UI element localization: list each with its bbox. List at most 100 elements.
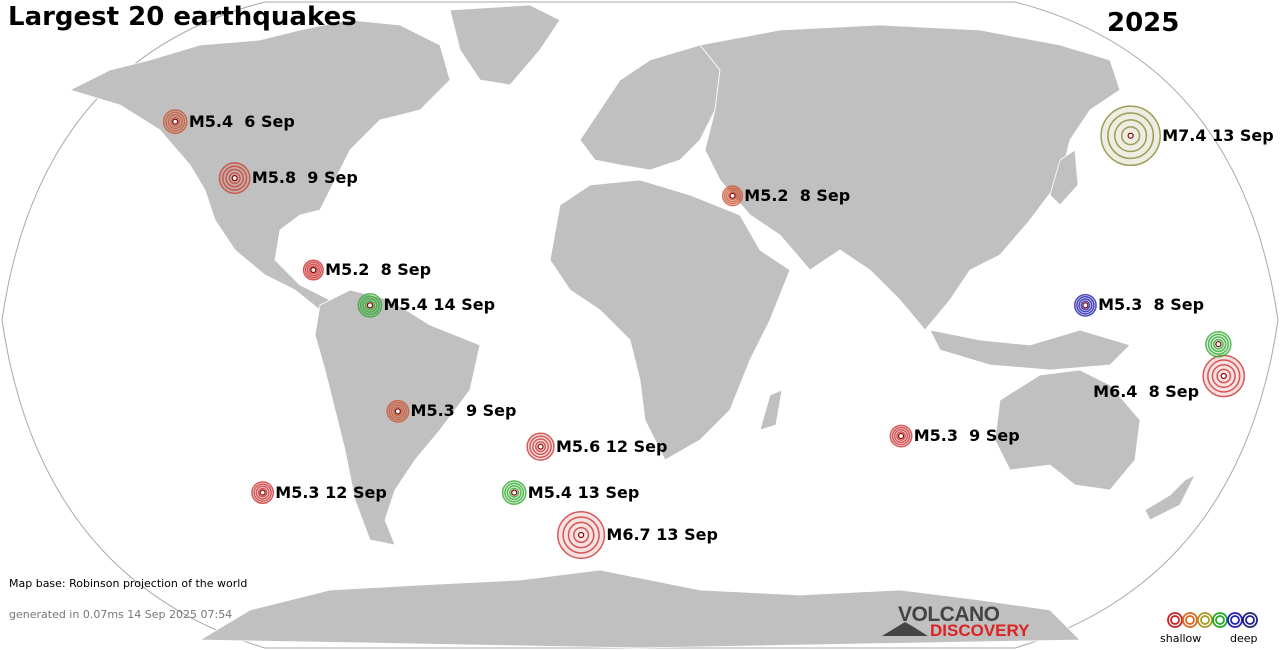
epicenter-dot — [511, 489, 518, 496]
marker-ring — [170, 116, 181, 127]
epicenter-dot — [729, 192, 736, 199]
marker-ring — [1120, 126, 1141, 146]
legend-deep-label: deep — [1230, 632, 1258, 645]
asia-shape — [699, 24, 1121, 331]
marker-ring — [253, 483, 272, 502]
marker-ring — [896, 431, 906, 441]
epicenter-dot — [172, 118, 179, 125]
marker-ring — [529, 435, 552, 458]
map-note: Map base: Robinson projection of the wor… — [9, 577, 248, 590]
marker-ring — [222, 165, 248, 191]
earthquake-marker[interactable] — [386, 399, 410, 423]
legend-ring — [1227, 612, 1243, 628]
marker-ring — [534, 441, 547, 453]
earthquake-label: M5.4 6 Sep — [188, 111, 295, 131]
antarctica-shape — [198, 569, 1081, 649]
marker-ring — [1076, 296, 1095, 315]
earthquake-label: M6.7 13 Sep — [606, 525, 718, 544]
depth-legend — [1167, 612, 1258, 628]
epicenter-dot — [1127, 132, 1134, 139]
legend-ring — [1182, 612, 1198, 628]
landmasses — [68, 4, 1196, 649]
earthquake-marker[interactable] — [1073, 293, 1097, 317]
marker-ring — [1207, 333, 1229, 355]
marker-ring — [362, 297, 378, 313]
epicenter-dot — [897, 432, 905, 440]
marker-ring — [504, 482, 525, 503]
marker-ring — [723, 187, 742, 205]
legend-ring — [1212, 612, 1228, 628]
earthquake-marker[interactable] — [1205, 330, 1232, 358]
epicenter-dot — [310, 266, 317, 274]
earthquake-marker[interactable] — [251, 481, 275, 505]
earthquake-marker[interactable] — [501, 480, 527, 505]
epicenter-dot — [394, 408, 401, 415]
earthquake-label: M5.3 12 Sep — [275, 482, 387, 502]
indonesia-shape — [929, 329, 1131, 371]
legend-ring — [1185, 615, 1195, 625]
new-zealand-shape — [1144, 474, 1196, 521]
marker-ring — [727, 191, 738, 201]
marker-ring — [1216, 368, 1232, 384]
marker-ring — [364, 300, 376, 311]
marker-ring — [1107, 112, 1155, 160]
legend-ring — [1167, 612, 1183, 628]
marker-ring — [360, 295, 380, 316]
earthquake-markers — [162, 105, 1246, 560]
marker-ring — [228, 172, 241, 185]
marker-ring — [1207, 359, 1241, 393]
epicenter-dot — [1220, 372, 1227, 380]
legend-ring — [1170, 615, 1180, 625]
marker-ring — [1080, 300, 1091, 311]
marker-ring — [562, 516, 600, 554]
marker-ring — [1212, 338, 1224, 350]
volcano-discovery-logo[interactable]: VOLCANO DISCOVERY — [880, 603, 1040, 643]
legend-ring — [1230, 615, 1240, 625]
logo-line1: VOLCANO — [898, 603, 1000, 626]
epicenter-dot — [537, 443, 544, 450]
marker-ring — [1114, 119, 1148, 153]
earthquake-marker[interactable] — [526, 432, 555, 461]
legend-ring — [1200, 615, 1210, 625]
australia-shape — [994, 369, 1141, 491]
epicenter-dot — [259, 489, 266, 496]
earthquake-marker[interactable] — [218, 162, 251, 195]
earthquake-marker[interactable] — [721, 185, 744, 207]
generated-text: generated in 0.07ms 14 Sep 2025 07:54 — [9, 608, 233, 621]
greenland-shape — [449, 4, 561, 86]
marker-ring — [573, 526, 590, 544]
marker-ring — [304, 261, 322, 279]
epicenter-dot — [578, 531, 585, 539]
earthquake-label: M6.4 8 Sep — [1093, 382, 1200, 401]
marker-ring — [1210, 336, 1227, 353]
marker-ring — [392, 406, 403, 417]
legend-ring — [1245, 615, 1255, 625]
earthquake-marker[interactable] — [557, 510, 606, 560]
earthquake-marker[interactable] — [1202, 354, 1246, 398]
madagascar-shape — [759, 389, 783, 431]
earthquake-marker[interactable] — [1100, 105, 1161, 167]
marker-ring — [1078, 298, 1093, 313]
japan-shape — [1049, 149, 1079, 206]
earthquake-marker[interactable] — [162, 109, 188, 134]
earthquake-marker[interactable] — [889, 424, 913, 448]
volcano-logo-icon — [882, 622, 928, 636]
marker-ring — [255, 485, 270, 500]
marker-ring — [388, 402, 408, 421]
earthquake-label: M5.6 12 Sep — [555, 436, 668, 456]
earthquake-label: M5.2 8 Sep — [744, 185, 851, 205]
earthquake-marker[interactable] — [302, 259, 324, 281]
marker-ring — [893, 428, 909, 444]
north-america-shape — [68, 19, 451, 311]
logo-line2: DISCOVERY — [930, 621, 1030, 640]
earthquake-label: M5.2 8 Sep — [325, 260, 432, 279]
earthquake-label: M7.4 13 Sep — [1162, 125, 1274, 145]
epicenter-dot — [1082, 302, 1089, 309]
marker-ring — [891, 426, 911, 446]
marker-ring — [225, 168, 245, 188]
earthquake-marker[interactable] — [357, 292, 383, 318]
marker-ring — [165, 111, 186, 132]
marker-ring — [167, 114, 183, 130]
marker-ring — [567, 521, 595, 549]
